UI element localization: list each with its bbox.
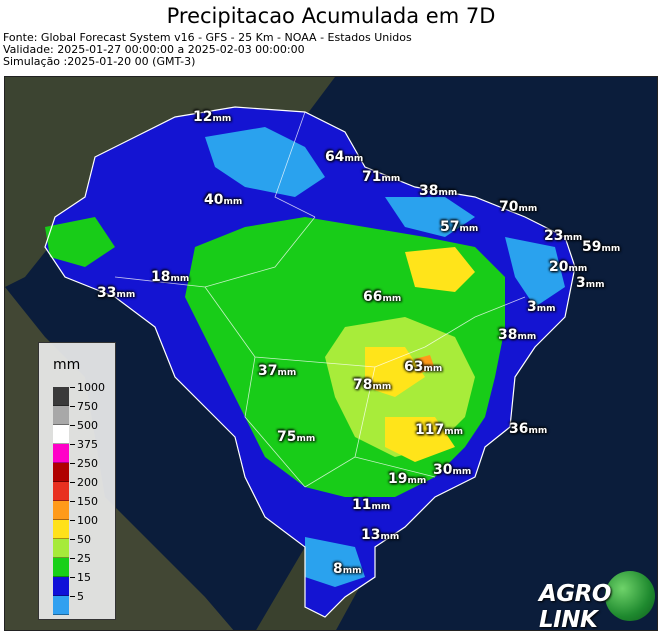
- agrolink-logo: AGRO LINK: [535, 571, 657, 630]
- patch-yellow-2: [365, 347, 425, 397]
- legend-tick-label: 500: [70, 419, 98, 432]
- precip-label: 30mm: [433, 462, 472, 478]
- land-north: [5, 77, 335, 287]
- precip-label: 12mm: [193, 109, 232, 125]
- precip-label: 78mm: [353, 377, 392, 393]
- patch-yellow-3: [385, 417, 455, 462]
- legend-swatch: [53, 444, 69, 463]
- legend-tick-label: 750: [70, 400, 98, 413]
- legend-swatch: [53, 520, 69, 539]
- legend-tick-label: 375: [70, 438, 98, 451]
- legend-swatch: [53, 406, 69, 425]
- legend-tick-label: 5: [70, 590, 84, 603]
- legend-title: mm: [53, 357, 81, 373]
- precip-label: 57mm: [440, 219, 479, 235]
- precip-label: 117mm: [415, 422, 463, 438]
- logo-globe-icon: [605, 571, 655, 621]
- legend-tick-label: 15: [70, 571, 91, 584]
- patch-lightblue-2: [385, 197, 475, 237]
- color-legend: mm 1000 750 500 375 250 200 150 100 50 25 15 5: [38, 342, 116, 620]
- precip-label: 38mm: [419, 183, 458, 199]
- legend-swatch: [53, 577, 69, 596]
- precip-label: 13mm: [361, 527, 400, 543]
- precip-label: 66mm: [363, 289, 402, 305]
- precip-label: 3mm: [576, 275, 605, 291]
- precip-label: 38mm: [498, 327, 537, 343]
- legend-tick-label: 150: [70, 495, 98, 508]
- legend-tick-label: 100: [70, 514, 98, 527]
- legend-swatch: [53, 596, 69, 615]
- precip-label: 40mm: [204, 192, 243, 208]
- legend-swatch: [53, 387, 69, 406]
- precip-label: 75mm: [277, 429, 316, 445]
- precip-label: 3mm: [527, 299, 556, 315]
- patch-lightblue-4: [305, 537, 365, 587]
- map-title: Precipitacao Acumulada em 7D: [166, 4, 496, 28]
- precip-label: 36mm: [509, 421, 548, 437]
- precip-label: 37mm: [258, 363, 297, 379]
- precip-label: 8mm: [333, 561, 362, 577]
- legend-swatch: [53, 558, 69, 577]
- precip-label: 18mm: [151, 269, 190, 285]
- precip-label: 11mm: [352, 497, 391, 513]
- precip-label: 64mm: [325, 149, 364, 165]
- legend-swatch: [53, 425, 69, 444]
- patch-green-west: [45, 217, 115, 267]
- precip-label: 19mm: [388, 471, 427, 487]
- simulation-line: Simulação :2025-01-20 00 (GMT-3): [3, 55, 196, 68]
- patch-orange-1: [415, 355, 435, 373]
- patch-lightblue-3: [505, 237, 565, 307]
- logo-text: AGRO LINK: [539, 581, 611, 631]
- precip-label: 70mm: [499, 199, 538, 215]
- precip-label: 71mm: [362, 169, 401, 185]
- legend-swatch: [53, 463, 69, 482]
- state-boundaries: [114, 111, 526, 488]
- legend-tick-label: 50: [70, 533, 91, 546]
- legend-tick-label: 200: [70, 476, 98, 489]
- legend-colorbar: [53, 387, 69, 615]
- precip-label: 20mm: [549, 259, 588, 275]
- validity-line: Validade: 2025-01-27 00:00:00 a 2025-02-…: [3, 43, 305, 56]
- precip-label: 63mm: [404, 359, 443, 375]
- source-line: Fonte: Global Forecast System v16 - GFS …: [3, 31, 412, 44]
- precip-label: 33mm: [97, 285, 136, 301]
- legend-tick-label: 25: [70, 552, 91, 565]
- patch-lightblue-1: [205, 127, 325, 197]
- legend-tick-label: 250: [70, 457, 98, 470]
- patch-yellow-1: [405, 247, 475, 292]
- legend-swatch: [53, 539, 69, 558]
- legend-swatch: [53, 482, 69, 501]
- legend-tick-label: 1000: [70, 381, 105, 394]
- precip-label: 23mm: [544, 228, 583, 244]
- precip-label: 59mm: [582, 239, 621, 255]
- legend-swatch: [53, 501, 69, 520]
- country-border: [44, 106, 576, 618]
